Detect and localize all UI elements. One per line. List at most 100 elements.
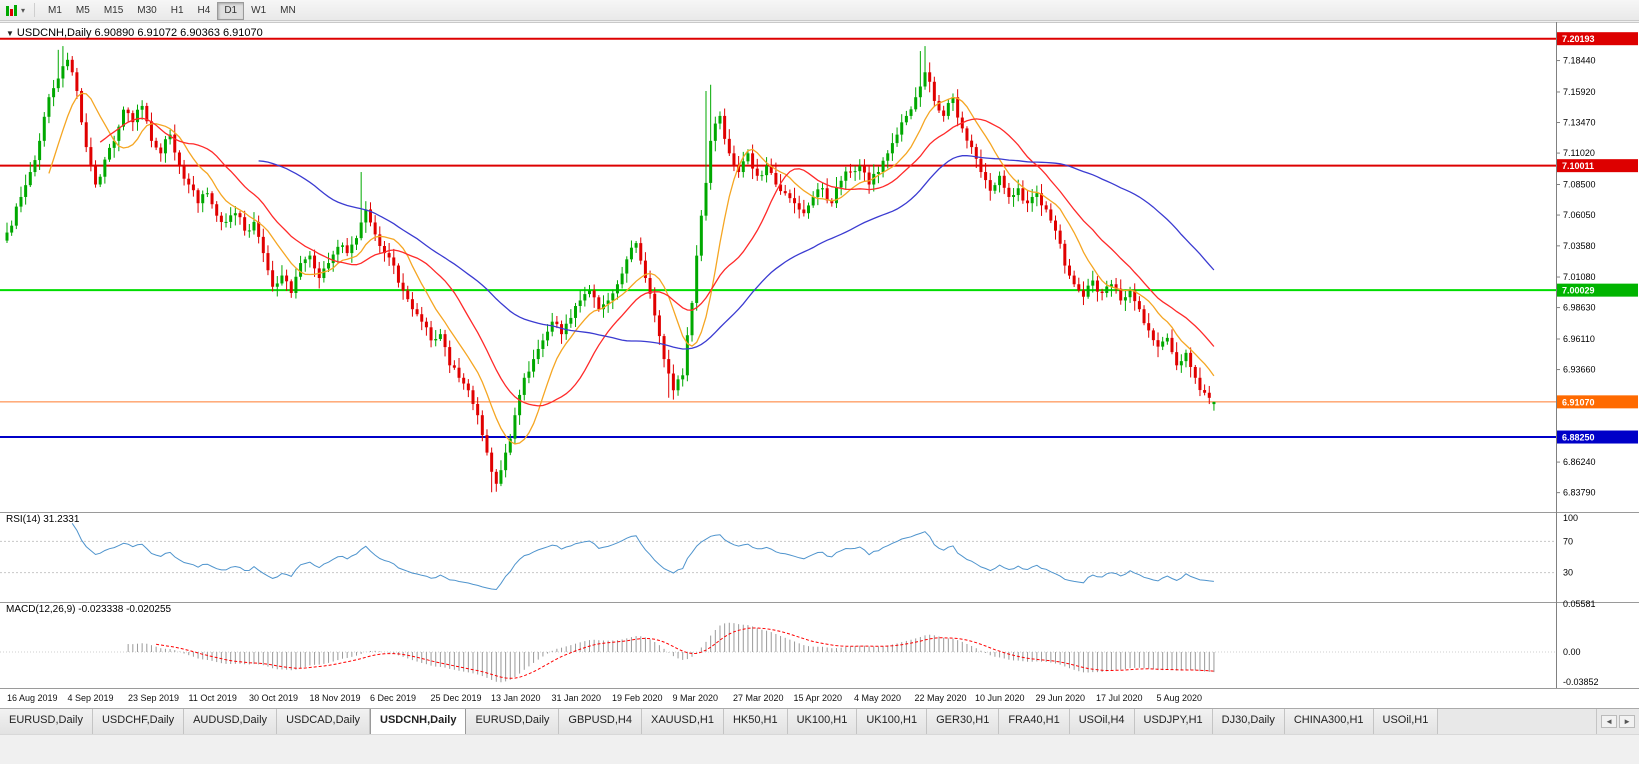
tab-2-audusd-daily[interactable]: AUDUSD,Daily xyxy=(184,709,278,734)
timeframe-m5-button[interactable]: M5 xyxy=(69,2,97,20)
svg-text:11 Oct 2019: 11 Oct 2019 xyxy=(189,693,237,703)
tab-5-eurusd-daily[interactable]: EURUSD,Daily xyxy=(466,709,560,734)
ma-fast-orange xyxy=(48,92,1215,445)
svg-text:6.96110: 6.96110 xyxy=(1563,334,1595,344)
svg-text:5 Aug 2020: 5 Aug 2020 xyxy=(1157,693,1203,703)
timeframe-mn-button[interactable]: MN xyxy=(273,2,303,20)
svg-text:7.06050: 7.06050 xyxy=(1563,210,1596,220)
tab-scroll-left-icon[interactable]: ◄ xyxy=(1601,715,1618,728)
tab-14-usdjpy-h1[interactable]: USDJPY,H1 xyxy=(1134,709,1213,734)
tab-15-dj30-daily[interactable]: DJ30,Daily xyxy=(1212,709,1285,734)
tab-9-uk100-h1[interactable]: UK100,H1 xyxy=(787,709,858,734)
svg-text:29 Jun 2020: 29 Jun 2020 xyxy=(1036,693,1086,703)
rsi-line xyxy=(71,523,1214,591)
candlestick-chart-icon[interactable] xyxy=(6,4,17,16)
tab-16-china300-h1[interactable]: CHINA300,H1 xyxy=(1284,709,1374,734)
chart-tabs-list: EURUSD,Daily USDCHF,Daily AUDUSD,Daily USDC… xyxy=(0,709,1439,734)
timeframe-w1-button[interactable]: W1 xyxy=(244,2,273,20)
timeframe-m30-button[interactable]: M30 xyxy=(130,2,163,20)
svg-text:6.86240: 6.86240 xyxy=(1563,457,1596,467)
macd-signal-line xyxy=(156,627,1214,679)
ma-mid-red xyxy=(99,117,1215,407)
tab-6-gbpusd-h4[interactable]: GBPUSD,H4 xyxy=(559,709,642,734)
tab-10-uk100-h1[interactable]: UK100,H1 xyxy=(857,709,928,734)
svg-text:7.11020: 7.11020 xyxy=(1563,148,1595,158)
svg-text:-0.03852: -0.03852 xyxy=(1563,677,1599,687)
price-badge-green-support: 7.00029 xyxy=(1557,283,1638,297)
svg-text:9 Mar 2020: 9 Mar 2020 xyxy=(673,693,719,703)
timeframe-m1-button[interactable]: M1 xyxy=(41,2,69,20)
svg-text:10 Jun 2020: 10 Jun 2020 xyxy=(975,693,1025,703)
svg-text:13 Jan 2020: 13 Jan 2020 xyxy=(491,693,541,703)
tab-7-xauusd-h1[interactable]: XAUUSD,H1 xyxy=(641,709,724,734)
price-badge-current: 6.91070 xyxy=(1557,395,1638,409)
svg-text:100: 100 xyxy=(1563,513,1578,523)
date-axis-labels: 16 Aug 2019 4 Sep 2019 23 Sep 2019 11 Oct 2… xyxy=(7,693,1202,703)
svg-text:31 Jan 2020: 31 Jan 2020 xyxy=(552,693,602,703)
chart-tabs: EURUSD,Daily USDCHF,Daily AUDUSD,Daily USDC… xyxy=(0,708,1639,734)
macd-histogram xyxy=(127,622,1215,683)
tab-8-hk50-h1[interactable]: HK50,H1 xyxy=(723,709,788,734)
moving-averages-layer xyxy=(48,92,1215,445)
svg-text:23 Sep 2019: 23 Sep 2019 xyxy=(128,693,179,703)
svg-text:7.00029: 7.00029 xyxy=(1562,286,1595,296)
price-scale-ticks: 7.18440 7.15920 7.13470 7.11020 7.08500 7.060… xyxy=(1556,56,1599,687)
svg-text:4 May 2020: 4 May 2020 xyxy=(854,693,901,703)
svg-text:7.18440: 7.18440 xyxy=(1563,56,1596,66)
svg-text:18 Nov 2019: 18 Nov 2019 xyxy=(310,693,361,703)
svg-text:6.83790: 6.83790 xyxy=(1563,488,1596,498)
svg-text:30: 30 xyxy=(1563,568,1573,578)
tab-12-fra40-h1[interactable]: FRA40,H1 xyxy=(999,709,1070,734)
candles-layer xyxy=(5,46,1216,493)
price-badge-blue-support: 6.88250 xyxy=(1557,430,1638,444)
timeframe-h1-button[interactable]: H1 xyxy=(164,2,191,20)
tab-11-ger30-h1[interactable]: GER30,H1 xyxy=(927,709,1000,734)
svg-text:6 Dec 2019: 6 Dec 2019 xyxy=(370,693,416,703)
svg-text:70: 70 xyxy=(1563,536,1573,546)
timeframe-m15-button[interactable]: M15 xyxy=(97,2,130,20)
tab-1-usdchf-daily[interactable]: USDCHF,Daily xyxy=(92,709,185,734)
toolbar-separator xyxy=(34,3,36,17)
svg-text:4 Sep 2019: 4 Sep 2019 xyxy=(68,693,114,703)
tab-3-usdcad-daily[interactable]: USDCAD,Daily xyxy=(277,709,371,734)
svg-text:22 May 2020: 22 May 2020 xyxy=(915,693,967,703)
svg-text:7.15920: 7.15920 xyxy=(1563,87,1596,97)
timeframe-h4-button[interactable]: H4 xyxy=(191,2,218,20)
timeframe-d1-button[interactable]: D1 xyxy=(217,2,245,20)
svg-text:6.98630: 6.98630 xyxy=(1563,303,1596,313)
timeframe-toolbar: ▾ M1 M5 M15 M30 H1 H4 D1 W1 MN xyxy=(0,0,1639,21)
svg-text:7.01080: 7.01080 xyxy=(1563,272,1596,282)
tab-13-usoil-h4[interactable]: USOil,H4 xyxy=(1069,709,1135,734)
tab-4-usdcnh-daily[interactable]: USDCNH,Daily xyxy=(370,709,467,734)
svg-text:19 Feb 2020: 19 Feb 2020 xyxy=(612,693,663,703)
svg-text:7.13470: 7.13470 xyxy=(1563,118,1596,128)
svg-text:7.20193: 7.20193 xyxy=(1562,34,1595,44)
chart-area[interactable]: 7.18440 7.15920 7.13470 7.11020 7.08500 7.060… xyxy=(0,22,1639,708)
tab-scroll-right-icon[interactable]: ► xyxy=(1619,715,1635,728)
price-chart-canvas[interactable]: 7.18440 7.15920 7.13470 7.11020 7.08500 7.060… xyxy=(0,22,1639,708)
svg-text:6.93660: 6.93660 xyxy=(1563,365,1596,375)
timeframe-buttons: M1 M5 M15 M30 H1 H4 D1 W1 MN xyxy=(41,0,303,20)
svg-text:0.05581: 0.05581 xyxy=(1563,599,1596,609)
svg-text:6.88250: 6.88250 xyxy=(1562,433,1595,443)
price-badge-resistance: 7.10011 xyxy=(1557,159,1638,173)
tab-0-eurusd-daily[interactable]: EURUSD,Daily xyxy=(0,709,93,734)
price-badges: 7.20193 7.10011 7.00029 6.91070 6.88250 xyxy=(1557,32,1638,444)
svg-text:16 Aug 2019: 16 Aug 2019 xyxy=(7,693,58,703)
price-badge-upper-resistance: 7.20193 xyxy=(1557,32,1638,46)
svg-text:30 Oct 2019: 30 Oct 2019 xyxy=(249,693,298,703)
svg-text:0.00: 0.00 xyxy=(1563,647,1581,657)
svg-text:7.10011: 7.10011 xyxy=(1562,161,1594,171)
svg-text:7.03580: 7.03580 xyxy=(1563,241,1596,251)
svg-text:6.91070: 6.91070 xyxy=(1562,397,1595,407)
svg-text:27 Mar 2020: 27 Mar 2020 xyxy=(733,693,784,703)
svg-text:17 Jul 2020: 17 Jul 2020 xyxy=(1096,693,1143,703)
ma-slow-blue xyxy=(258,155,1215,350)
horizontal-lines-layer xyxy=(0,37,1556,439)
status-bar xyxy=(0,734,1639,764)
svg-text:15 Apr 2020: 15 Apr 2020 xyxy=(794,693,843,703)
svg-text:7.08500: 7.08500 xyxy=(1563,180,1596,190)
svg-text:25 Dec 2019: 25 Dec 2019 xyxy=(431,693,482,703)
chart-type-dropdown-caret-icon[interactable]: ▾ xyxy=(21,5,26,15)
tab-17-usoil-h1[interactable]: USOil,H1 xyxy=(1373,709,1439,734)
